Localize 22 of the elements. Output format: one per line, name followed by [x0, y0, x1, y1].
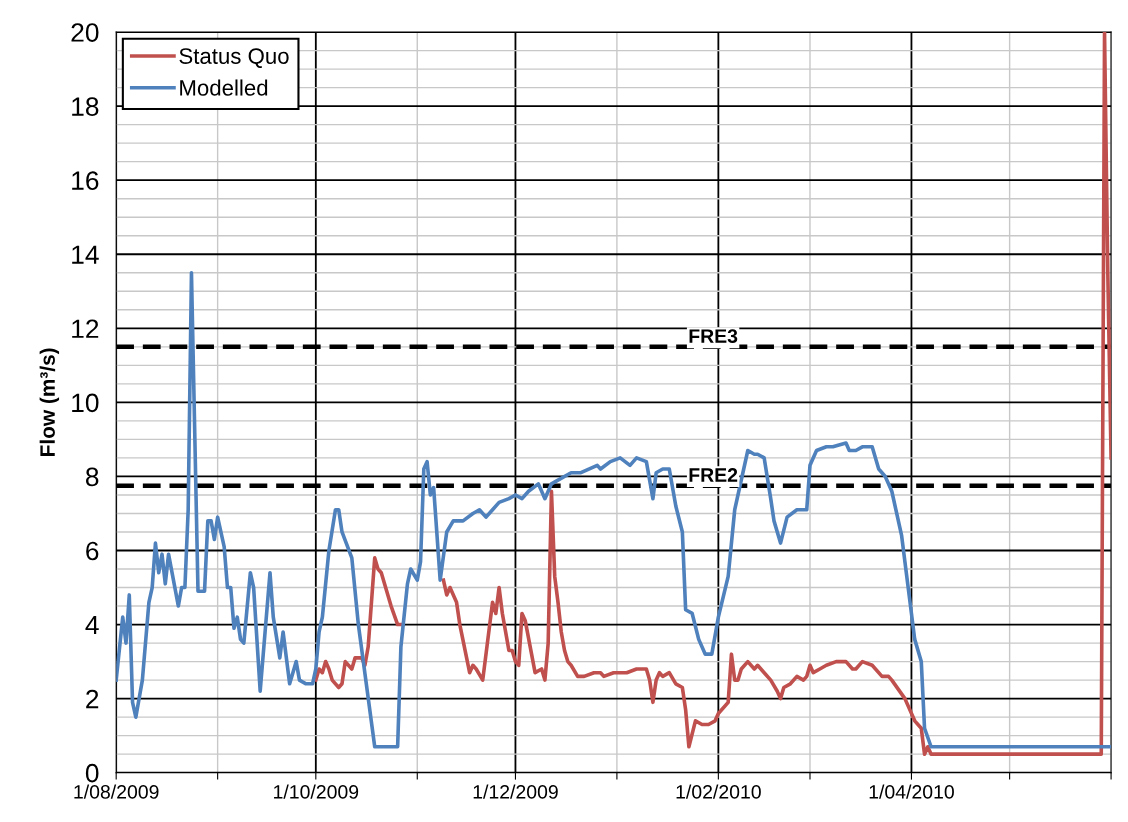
- y-tick-label: 18: [72, 97, 99, 116]
- y-tick-label: 8: [85, 467, 99, 487]
- x-tick-label: 1/10/2009: [274, 784, 359, 799]
- y-axis-title: Flow (m³/s): [39, 348, 60, 456]
- legend-label: Status Quo: [179, 48, 289, 68]
- y-tick-label: 2: [86, 689, 99, 709]
- ref-line-label: FRE3: [689, 329, 738, 344]
- y-tick-label: 0: [85, 763, 99, 783]
- line-series: [116, 270, 1112, 749]
- y-tick-label: 20: [71, 23, 99, 42]
- y-tick-label: 12: [72, 319, 99, 338]
- y-tick-label: 14: [72, 245, 99, 264]
- x-tick-label: 1/02/2010: [676, 784, 761, 799]
- y-tick-label: 4: [85, 615, 99, 635]
- y-tick-label: 6: [86, 541, 99, 561]
- x-tick-label: 1/12/2009: [473, 784, 558, 799]
- y-tick-label: 10: [72, 393, 99, 413]
- ref-line-label: FRE2: [689, 468, 738, 482]
- x-tick-label: 1/04/2010: [869, 784, 954, 799]
- legend-label: Modelled: [180, 79, 268, 96]
- x-tick-label: 1/08/2009: [74, 784, 159, 799]
- y-tick-label: 16: [72, 171, 99, 190]
